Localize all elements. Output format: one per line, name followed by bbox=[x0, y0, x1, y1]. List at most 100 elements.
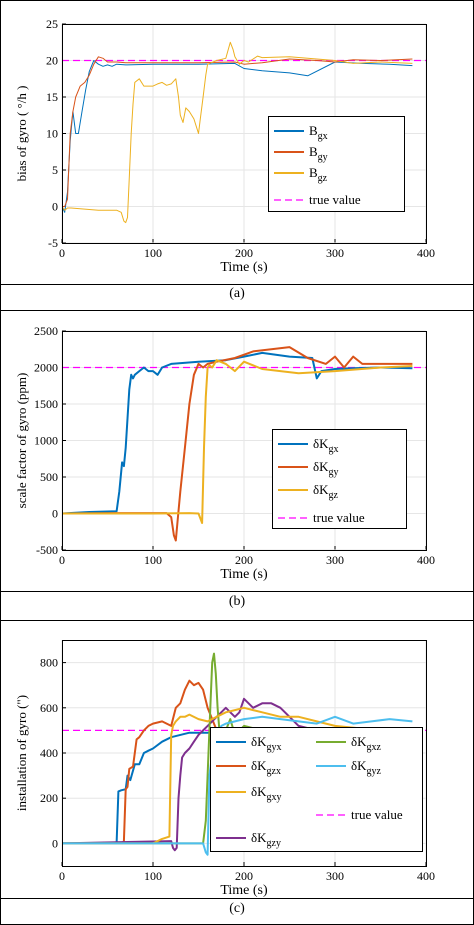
y-tick-label: 0 bbox=[52, 836, 58, 850]
legend-entry: true value bbox=[309, 192, 361, 207]
legend-entry: δKgzx bbox=[251, 758, 281, 777]
x-tick-label: 400 bbox=[417, 553, 435, 567]
y-tick-label: 20 bbox=[46, 54, 58, 68]
y-tick-label: 1500 bbox=[34, 397, 58, 411]
series-line-gz bbox=[62, 359, 413, 524]
legend-subscript: gz bbox=[318, 173, 328, 184]
x-tick-label: 400 bbox=[417, 246, 435, 260]
x-tick-label: 400 bbox=[417, 869, 435, 883]
chart-panel-3: 0 100 200 300 400 0 200 400 600 800 Time (s) instal… bbox=[0, 640, 474, 916]
y-tick-label: 25 bbox=[46, 17, 58, 31]
legend-subscript: gy bbox=[329, 467, 339, 478]
legend-name: δK bbox=[251, 734, 267, 749]
x-tick-label: 200 bbox=[235, 869, 253, 883]
figure-caption: (a) bbox=[229, 286, 245, 301]
legend-entry: δKgxy bbox=[251, 784, 282, 803]
series-line-gy bbox=[62, 56, 413, 207]
y-tick-label: 0 bbox=[52, 200, 58, 214]
legend-name: B bbox=[309, 165, 318, 180]
legend-name: δK bbox=[351, 734, 367, 749]
y-tick-label: 0 bbox=[52, 507, 58, 521]
legend-entry: δKgy bbox=[313, 459, 339, 478]
x-tick-label: 200 bbox=[235, 246, 253, 260]
legend-subscript: gy bbox=[318, 152, 328, 163]
x-tick-label: 100 bbox=[144, 869, 162, 883]
x-tick-label: 300 bbox=[326, 869, 344, 883]
x-axis-label: Time (s) bbox=[220, 260, 268, 275]
legend-name: δK bbox=[251, 758, 267, 773]
y-tick-label: 200 bbox=[40, 791, 58, 805]
x-tick-label: 200 bbox=[235, 553, 253, 567]
legend-subscript: gx bbox=[329, 444, 339, 455]
legend-entry: δKgzy bbox=[251, 830, 281, 849]
y-tick-label: 400 bbox=[40, 746, 58, 760]
legend-entry: δKgyx bbox=[251, 734, 282, 753]
x-tick-label: 300 bbox=[326, 553, 344, 567]
chart-panel-2: 0 100 200 300 400-50005001000150020002500Tim… bbox=[0, 324, 474, 609]
legend-name: B bbox=[309, 144, 318, 159]
legend-entry: Bgz bbox=[309, 165, 328, 184]
legend-entry: Bgy bbox=[309, 144, 328, 163]
legend-name: δK bbox=[313, 459, 329, 474]
series-line-gy bbox=[62, 346, 413, 542]
series-line-gyz bbox=[62, 715, 413, 856]
legend-box bbox=[272, 429, 407, 529]
x-axis-label: Time (s) bbox=[220, 883, 268, 898]
legend-name: true value bbox=[313, 510, 365, 525]
x-tick-label: 100 bbox=[144, 553, 162, 567]
y-axis-label: installation of gyro (") bbox=[14, 695, 29, 811]
legend-name: δK bbox=[313, 482, 329, 497]
legend-entry: δKgz bbox=[313, 482, 339, 501]
x-tick-label: 0 bbox=[59, 246, 65, 260]
y-tick-label: 10 bbox=[46, 127, 58, 141]
y-axis-label: bias of gyro ( °/h ) bbox=[14, 86, 29, 182]
axes-box bbox=[62, 331, 427, 551]
legend-subscript: gxz bbox=[367, 742, 382, 753]
legend-entry: true value bbox=[351, 807, 403, 822]
legend-name: B bbox=[309, 123, 318, 138]
y-tick-label: -5 bbox=[48, 236, 58, 250]
y-tick-label: -500 bbox=[36, 543, 58, 557]
legend-subscript: gzx bbox=[267, 766, 281, 777]
legend-name: true value bbox=[309, 192, 361, 207]
legend-name: δK bbox=[313, 436, 329, 451]
series-line-gx bbox=[62, 60, 413, 213]
legend-name: true value bbox=[351, 807, 403, 822]
y-tick-label: 500 bbox=[40, 470, 58, 484]
legend-name: δK bbox=[351, 758, 367, 773]
axes-box bbox=[62, 24, 427, 244]
series-line-gx bbox=[62, 351, 413, 515]
x-tick-label: 0 bbox=[59, 869, 65, 883]
series-line-gxy bbox=[62, 706, 413, 845]
figure-caption: (c) bbox=[229, 901, 245, 916]
axes-box bbox=[62, 640, 427, 867]
y-axis-label: scale factor of gyro (ppm) bbox=[14, 373, 29, 509]
y-tick-label: 1000 bbox=[34, 434, 58, 448]
y-tick-label: 2000 bbox=[34, 361, 58, 375]
legend-subscript: gzy bbox=[267, 838, 281, 849]
x-tick-label: 300 bbox=[326, 246, 344, 260]
y-tick-label: 5 bbox=[52, 163, 58, 177]
legend-entry: Bgx bbox=[309, 123, 328, 142]
legend-subscript: gz bbox=[329, 490, 339, 501]
legend-subscript: gxy bbox=[267, 792, 282, 803]
legend-entry: true value bbox=[313, 510, 365, 525]
y-tick-label: 600 bbox=[40, 701, 58, 715]
series-line-gz bbox=[62, 41, 413, 224]
legend-box bbox=[268, 116, 405, 212]
y-tick-label: 2500 bbox=[34, 324, 58, 338]
legend-entry: δKgxz bbox=[351, 734, 382, 753]
y-tick-label: 15 bbox=[46, 90, 58, 104]
legend-name: δK bbox=[251, 784, 267, 799]
legend-subscript: gx bbox=[318, 131, 328, 142]
x-tick-label: 100 bbox=[144, 246, 162, 260]
figure-caption: (b) bbox=[229, 594, 246, 609]
series-line-gzy bbox=[62, 697, 413, 852]
x-tick-label: 0 bbox=[59, 553, 65, 567]
legend-entry: δKgyz bbox=[351, 758, 382, 777]
